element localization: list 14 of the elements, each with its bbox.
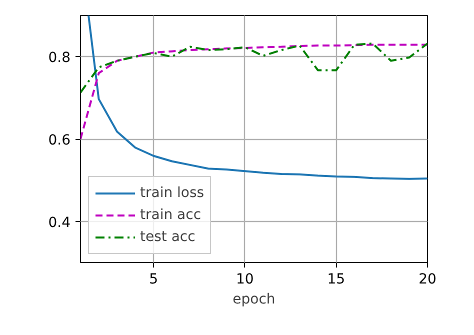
y-tick-label: 0.6 <box>48 132 71 148</box>
line-series <box>80 42 428 94</box>
x-tick-label: 15 <box>327 272 346 288</box>
x-tick-label: 10 <box>236 272 254 288</box>
line-series <box>80 44 428 140</box>
y-tick-label: 0.4 <box>48 214 71 231</box>
y-tick-label: 0.8 <box>48 50 70 66</box>
legend-label: train acc <box>140 207 202 223</box>
x-tick-label: 5 <box>149 272 158 288</box>
x-axis-title: epoch <box>232 292 276 308</box>
line-series <box>88 16 428 180</box>
legend-label: train loss <box>140 185 204 201</box>
legend-label: test acc <box>140 229 196 245</box>
x-tick-label: 20 <box>418 272 436 288</box>
